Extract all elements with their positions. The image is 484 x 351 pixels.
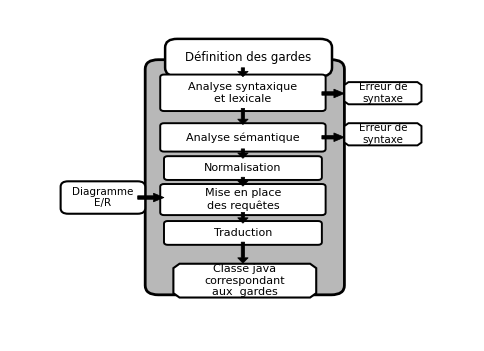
Polygon shape [344, 123, 421, 145]
Text: Erreur de
syntaxe: Erreur de syntaxe [358, 82, 407, 104]
Polygon shape [237, 108, 248, 125]
FancyBboxPatch shape [160, 74, 325, 111]
Text: Classe java
correspondant
aux  gardes: Classe java correspondant aux gardes [204, 264, 285, 297]
Polygon shape [237, 149, 248, 158]
Text: Normalisation: Normalisation [204, 163, 281, 173]
Text: Diagramme
E/R: Diagramme E/R [72, 187, 133, 208]
Polygon shape [344, 82, 421, 104]
FancyBboxPatch shape [164, 156, 321, 180]
FancyBboxPatch shape [60, 181, 145, 214]
Polygon shape [237, 212, 248, 223]
Polygon shape [137, 193, 164, 202]
Text: Définition des gardes: Définition des gardes [185, 51, 311, 64]
Polygon shape [173, 264, 316, 298]
Text: Analyse syntaxique
et lexicale: Analyse syntaxique et lexicale [188, 82, 297, 104]
Text: Analyse sémantique: Analyse sémantique [186, 132, 299, 143]
FancyBboxPatch shape [160, 123, 325, 152]
Text: Traduction: Traduction [213, 228, 272, 238]
Text: Erreur de
syntaxe: Erreur de syntaxe [358, 124, 407, 145]
FancyBboxPatch shape [145, 60, 344, 295]
FancyBboxPatch shape [164, 221, 321, 245]
Polygon shape [237, 242, 248, 263]
Polygon shape [237, 177, 248, 186]
Polygon shape [237, 68, 248, 77]
Polygon shape [321, 133, 344, 141]
FancyBboxPatch shape [160, 184, 325, 215]
FancyBboxPatch shape [165, 39, 332, 77]
Text: Mise en place
des requêtes: Mise en place des requêtes [204, 188, 281, 211]
Polygon shape [321, 89, 344, 98]
